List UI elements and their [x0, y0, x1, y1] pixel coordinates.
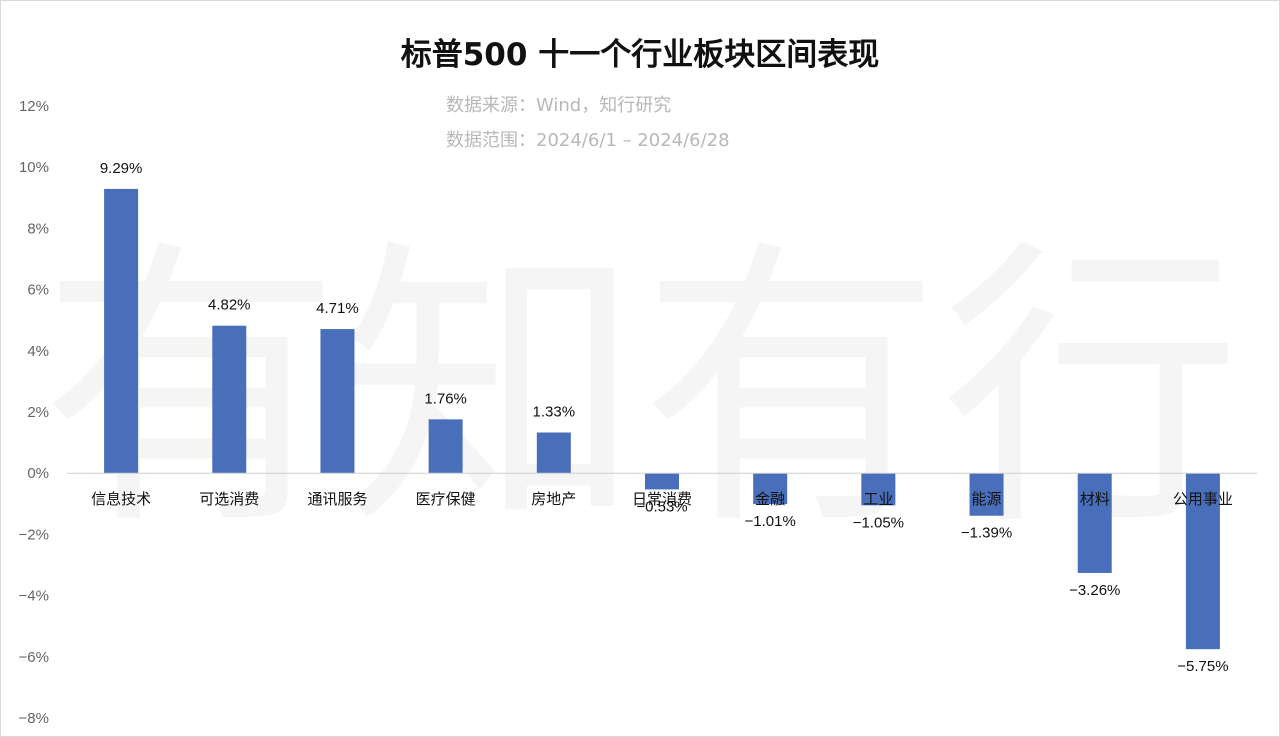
x-category-label: 通讯服务	[307, 490, 367, 508]
bar	[753, 473, 788, 505]
bar	[1077, 473, 1112, 573]
x-category-label: 医疗保健	[416, 490, 476, 508]
bar	[1185, 473, 1220, 650]
data-label: −1.39%	[961, 525, 1012, 542]
x-category-label: 信息技术	[91, 490, 151, 508]
data-label: 9.29%	[100, 160, 143, 177]
bar	[536, 432, 571, 474]
x-category-label: 日常消费	[632, 490, 692, 508]
y-tick-label: −2%	[19, 526, 49, 543]
x-category-label: 金融	[755, 490, 785, 508]
y-tick-label: 6%	[27, 282, 49, 299]
y-tick-label: −8%	[19, 710, 49, 727]
data-label: −5.75%	[1177, 658, 1228, 675]
data-label: −0.53%	[636, 498, 687, 515]
data-label: 4.71%	[316, 300, 359, 317]
data-label: 1.76%	[424, 390, 467, 407]
x-category-label: 公用事业	[1173, 490, 1233, 508]
data-label: 1.33%	[533, 404, 576, 421]
x-category-label: 房地产	[531, 490, 576, 508]
bar	[969, 473, 1004, 516]
bar	[645, 473, 679, 490]
y-tick-label: 10%	[19, 159, 49, 176]
data-label: −1.05%	[853, 514, 904, 531]
y-tick-label: 0%	[27, 465, 49, 482]
data-label: 4.82%	[208, 297, 251, 314]
bar	[861, 473, 896, 506]
bar	[212, 325, 247, 474]
bar	[104, 188, 139, 474]
x-category-label: 能源	[972, 490, 1002, 508]
y-tick-label: −6%	[19, 649, 49, 666]
chart-title: 标普500 十一个行业板块区间表现	[400, 37, 880, 73]
y-tick-label: 12%	[19, 98, 49, 115]
y-tick-label: 4%	[27, 343, 49, 360]
y-tick-label: 2%	[27, 404, 49, 421]
chart-subtitle-range: 数据范围：2024/6/1 – 2024/6/28	[446, 130, 730, 151]
data-label: −1.01%	[745, 513, 796, 530]
x-category-label: 材料	[1080, 490, 1110, 508]
y-tick-label: −4%	[19, 588, 49, 605]
bar	[428, 419, 463, 474]
y-tick-label: 8%	[27, 220, 49, 237]
x-category-label: 可选消费	[199, 490, 259, 508]
data-label: −3.26%	[1069, 582, 1120, 599]
x-category-label: 工业	[863, 490, 893, 508]
chart-subtitle-source: 数据来源：Wind，知行研究	[446, 95, 672, 116]
bar	[320, 329, 355, 474]
